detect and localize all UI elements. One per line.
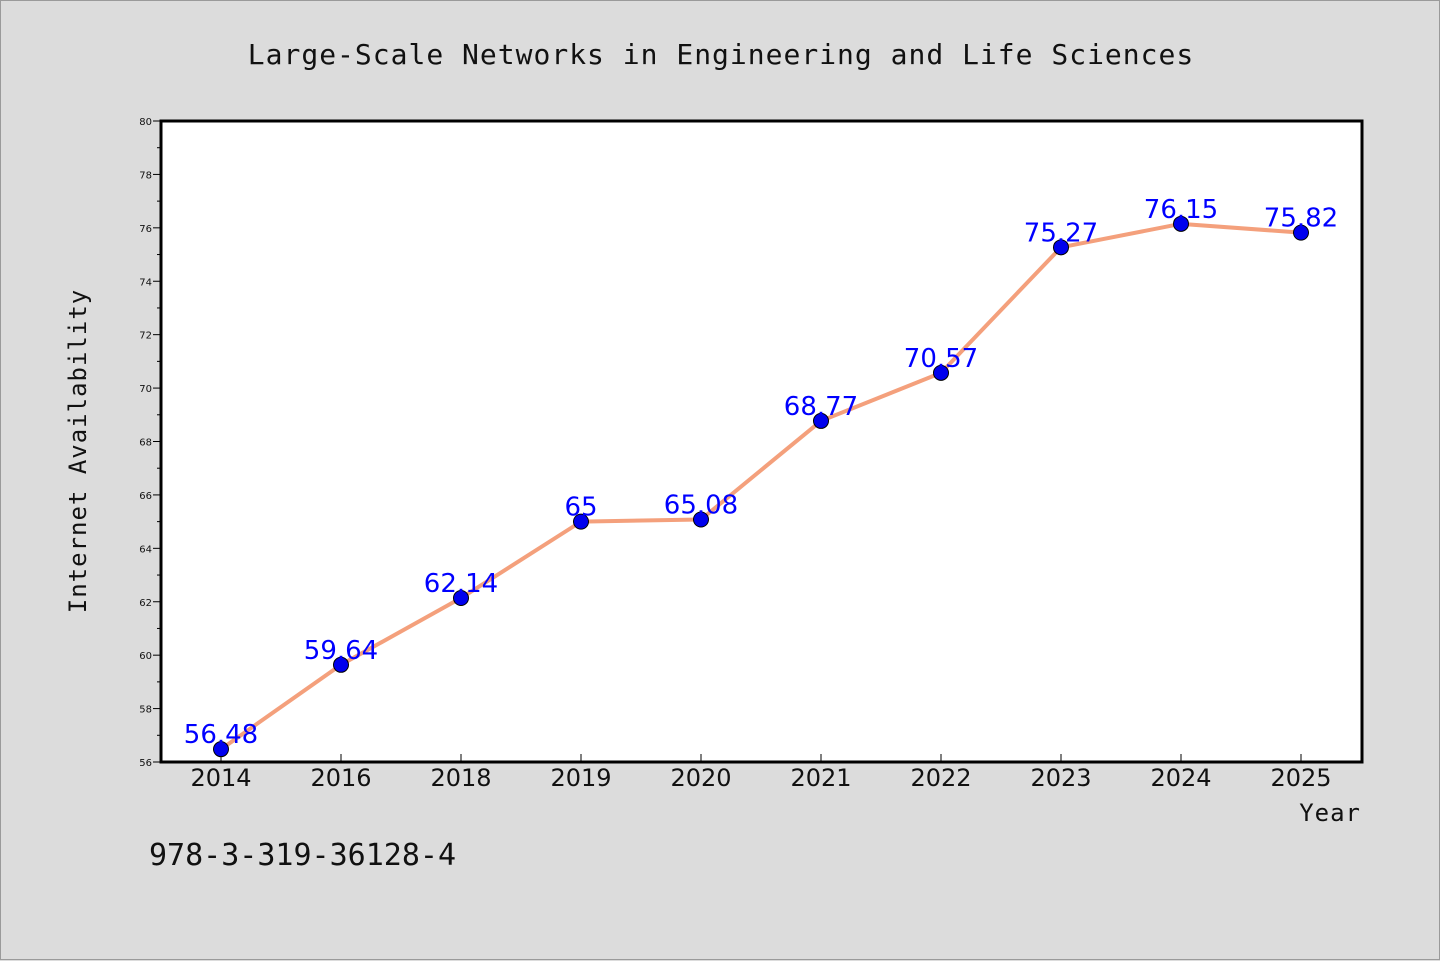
- x-tick-label: 2019: [550, 764, 611, 792]
- data-point: [573, 513, 589, 530]
- y-tick-label: 78: [139, 170, 152, 181]
- data-label: 56.48: [184, 720, 258, 750]
- y-tick-label: 66: [139, 491, 152, 502]
- data-label: 75.82: [1264, 204, 1338, 234]
- data-label: 75.27: [1024, 218, 1098, 248]
- data-point: [453, 590, 469, 607]
- data-label: 70.57: [904, 344, 978, 374]
- chart-title: Large-Scale Networks in Engineering and …: [248, 38, 1194, 71]
- data-point: [213, 741, 229, 758]
- x-tick-label: 2025: [1270, 764, 1331, 792]
- y-tick-label: 76: [139, 224, 152, 235]
- y-axis-ticks: 56 58 60 62 64 66 68 70 72 74 76 78 80: [139, 117, 161, 769]
- series-line: [219, 221, 1303, 752]
- y-tick-label: 70: [139, 384, 152, 395]
- x-tick-label: 2021: [790, 764, 851, 792]
- marker-layer: [213, 215, 1309, 758]
- data-point: [813, 412, 829, 429]
- data-label: 62.14: [424, 569, 498, 599]
- data-label: 76.15: [1144, 195, 1218, 225]
- x-axis-label: Year: [1299, 799, 1361, 827]
- data-label: 68.77: [784, 392, 858, 422]
- data-point: [333, 656, 349, 673]
- y-tick-label: 74: [139, 277, 152, 288]
- x-tick-label: 2022: [910, 764, 971, 792]
- x-tick-label: 2018: [430, 764, 491, 792]
- y-tick-label: 68: [139, 438, 152, 449]
- data-label: 65: [564, 493, 597, 523]
- y-tick-label: 80: [139, 117, 152, 128]
- y-tick-label: 58: [139, 705, 152, 716]
- data-point: [933, 364, 949, 381]
- y-tick-label: 64: [139, 544, 152, 555]
- y-tick-label: 72: [139, 331, 152, 342]
- data-label: 59.64: [304, 636, 378, 666]
- data-label: 65.08: [664, 490, 738, 520]
- y-tick-label: 60: [139, 651, 152, 662]
- x-tick-label: 2014: [190, 764, 251, 792]
- x-axis-ticks: 2014 2016 2018 2019 2020 2021 2022 2023 2024 2025: [190, 754, 1332, 792]
- y-axis-label: Internet Availability: [64, 289, 92, 613]
- y-tick-label: 56: [139, 758, 152, 769]
- x-tick-label: 2024: [1150, 764, 1211, 792]
- x-tick-label: 2016: [310, 764, 371, 792]
- data-point: [1173, 215, 1189, 232]
- series-layer: [219, 221, 1303, 752]
- y-tick-label: 62: [139, 598, 152, 609]
- data-point: [1293, 224, 1309, 241]
- x-tick-label: 2023: [1030, 764, 1091, 792]
- data-point: [693, 511, 709, 528]
- data-label-layer: 56.48 59.64 62.14 65 65.08 68.77 70.57 75.27 76.…: [184, 195, 1338, 750]
- isbn-text: 978-3-319-36128-4: [149, 838, 456, 873]
- x-tick-label: 2020: [670, 764, 731, 792]
- data-point: [1053, 239, 1069, 256]
